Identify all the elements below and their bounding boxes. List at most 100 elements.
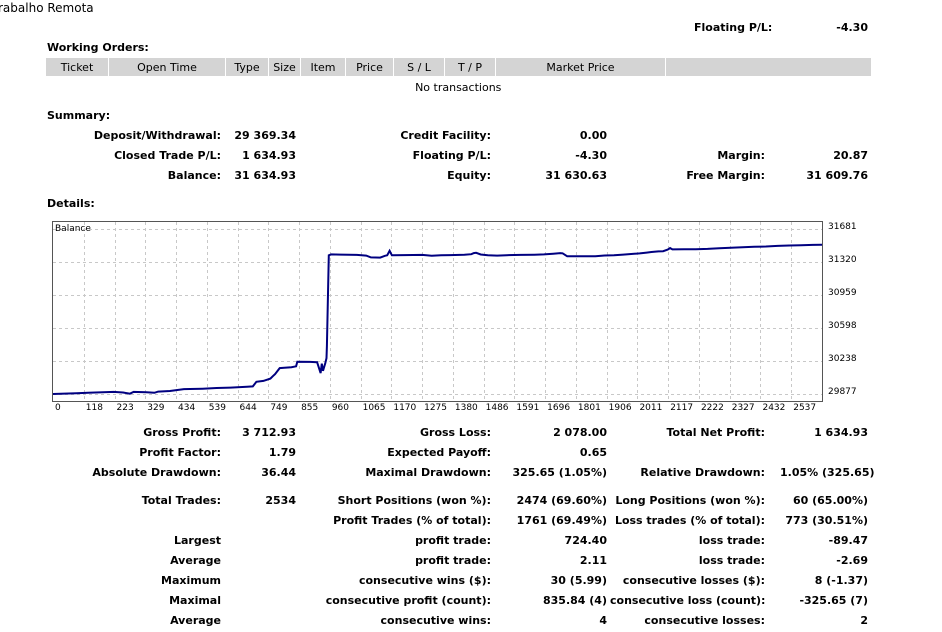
column-header-tp[interactable]: T / P — [444, 58, 496, 76]
largest-profit-value: 724.40 — [564, 534, 607, 547]
gross-profit-label: Gross Profit: — [143, 426, 221, 439]
x-tick-label: 2011 — [639, 403, 663, 413]
average-profit-label: profit trade: — [415, 554, 491, 567]
average-consecutive-losses-label: consecutive losses: — [644, 614, 765, 627]
balance-label: Balance: — [167, 169, 221, 182]
balance-value: 31 634.93 — [234, 169, 296, 182]
y-tick-label: 31681 — [828, 222, 857, 233]
x-tick-label: 2222 — [700, 403, 724, 413]
closed-pl-value: 1 634.93 — [242, 149, 296, 162]
loss-trades-label: Loss trades (% of total): — [614, 514, 765, 527]
largest-loss-label: loss trade: — [698, 534, 765, 547]
x-tick-label: 749 — [270, 403, 288, 413]
chart-title: Balance — [55, 224, 91, 234]
average-label: Average — [170, 554, 221, 567]
column-header-item[interactable]: Item — [300, 58, 346, 76]
x-tick-label: 223 — [116, 403, 134, 413]
maximal-consecutive-profit-value: 835.84 (4) — [543, 594, 607, 607]
column-header-market-price[interactable]: Market Price — [495, 58, 666, 76]
x-tick-label: 0 — [55, 403, 61, 413]
average-profit-value: 2.11 — [579, 554, 607, 567]
x-tick-label: 539 — [208, 403, 226, 413]
column-header-type[interactable]: Type — [225, 58, 269, 76]
average-consecutive-label: Average — [170, 614, 221, 627]
profit-trades-label: Profit Trades (% of total): — [333, 514, 491, 527]
total-trades-label: Total Trades: — [141, 494, 221, 507]
maximal-label: Maximal — [169, 594, 221, 607]
summary-title: Summary: — [47, 109, 111, 122]
average-loss-value: -2.69 — [836, 554, 868, 567]
total-net-profit-value: 1 634.93 — [814, 426, 868, 439]
largest-loss-value: -89.47 — [828, 534, 868, 547]
absolute-drawdown-value: 36.44 — [261, 466, 296, 479]
maximal-consecutive-profit-label: consecutive profit (count): — [325, 594, 491, 607]
x-tick-label: 1170 — [393, 403, 417, 413]
x-tick-label: 2537 — [793, 403, 817, 413]
x-tick-label: 118 — [85, 403, 103, 413]
average-consecutive-wins-value: 4 — [599, 614, 607, 627]
max-consecutive-wins-value: 30 (5.99) — [550, 574, 607, 587]
x-tick-label: 329 — [147, 403, 165, 413]
maximal-consecutive-loss-label: consecutive loss (count): — [610, 594, 766, 607]
x-tick-label: 1696 — [547, 403, 571, 413]
deposit-value: 29 369.34 — [234, 129, 296, 142]
x-tick-label: 1380 — [454, 403, 478, 413]
x-tick-label: 1591 — [516, 403, 540, 413]
floating-pl-label: Floating P/L: — [694, 21, 773, 34]
column-header-sl[interactable]: S / L — [393, 58, 445, 76]
column-header-open-time[interactable]: Open Time — [108, 58, 226, 76]
x-tick-label: 1486 — [485, 403, 509, 413]
gross-loss-label: Gross Loss: — [420, 426, 491, 439]
short-positions-value: 2474 (69.60%) — [516, 494, 607, 507]
equity-label: Equity: — [447, 169, 491, 182]
y-tick-label: 30598 — [828, 321, 857, 332]
balance-chart-plot — [53, 222, 822, 401]
credit-value: 0.00 — [579, 129, 607, 142]
profit-trades-value: 1761 (69.49%) — [516, 514, 607, 527]
x-tick-label: 960 — [331, 403, 350, 413]
y-tick-label: 30238 — [828, 353, 857, 364]
absolute-drawdown-label: Absolute Drawdown: — [92, 466, 221, 479]
average-consecutive-losses-value: 2 — [860, 614, 868, 627]
long-positions-label: Long Positions (won %): — [615, 494, 765, 507]
no-transactions-text: No transactions — [415, 80, 502, 94]
maximum-label: Maximum — [161, 574, 221, 587]
max-consecutive-wins-label: consecutive wins ($): — [358, 574, 491, 587]
details-title: Details: — [47, 197, 95, 210]
gross-loss-value: 2 078.00 — [553, 426, 607, 439]
y-tick-label: 29877 — [828, 386, 857, 397]
average-loss-label: loss trade: — [698, 554, 765, 567]
x-tick-label: 2117 — [670, 403, 694, 413]
equity-value: 31 630.63 — [545, 169, 607, 182]
summary-floating-value: -4.30 — [575, 149, 607, 162]
maximal-drawdown-label: Maximal Drawdown: — [365, 466, 491, 479]
x-tick-label: 2432 — [762, 403, 786, 413]
x-tick-label: 434 — [178, 403, 196, 413]
column-header-ticket[interactable]: Ticket — [45, 58, 109, 76]
long-positions-value: 60 (65.00%) — [792, 494, 868, 507]
balance-series-line — [53, 243, 822, 395]
profit-factor-value: 1.79 — [268, 446, 296, 459]
x-tick-label: 855 — [301, 403, 319, 413]
maximal-drawdown-value: 325.65 (1.05%) — [512, 466, 608, 479]
closed-pl-label: Closed Trade P/L: — [114, 149, 221, 162]
largest-label: Largest — [174, 534, 221, 547]
working-orders-table: Ticket Open Time Type Size Item Price S … — [45, 58, 871, 98]
expected-payoff-value: 0.65 — [579, 446, 607, 459]
window-title: rabalho Remota — [0, 1, 94, 15]
relative-drawdown-label: Relative Drawdown: — [640, 466, 765, 479]
column-header-size[interactable]: Size — [268, 58, 301, 76]
margin-value: 20.87 — [833, 149, 868, 162]
summary-floating-label: Floating P/L: — [412, 149, 491, 162]
average-consecutive-wins-label: consecutive wins: — [380, 614, 491, 627]
x-tick-label: 1065 — [362, 403, 386, 413]
credit-label: Credit Facility: — [400, 129, 491, 142]
y-tick-label: 31320 — [828, 255, 857, 266]
column-header-price[interactable]: Price — [345, 58, 394, 76]
x-tick-label: 1906 — [608, 403, 632, 413]
margin-label: Margin: — [717, 149, 765, 162]
column-header-extra[interactable] — [665, 58, 871, 76]
expected-payoff-label: Expected Payoff: — [387, 446, 491, 459]
total-net-profit-label: Total Net Profit: — [666, 426, 766, 439]
profit-factor-label: Profit Factor: — [139, 446, 221, 459]
